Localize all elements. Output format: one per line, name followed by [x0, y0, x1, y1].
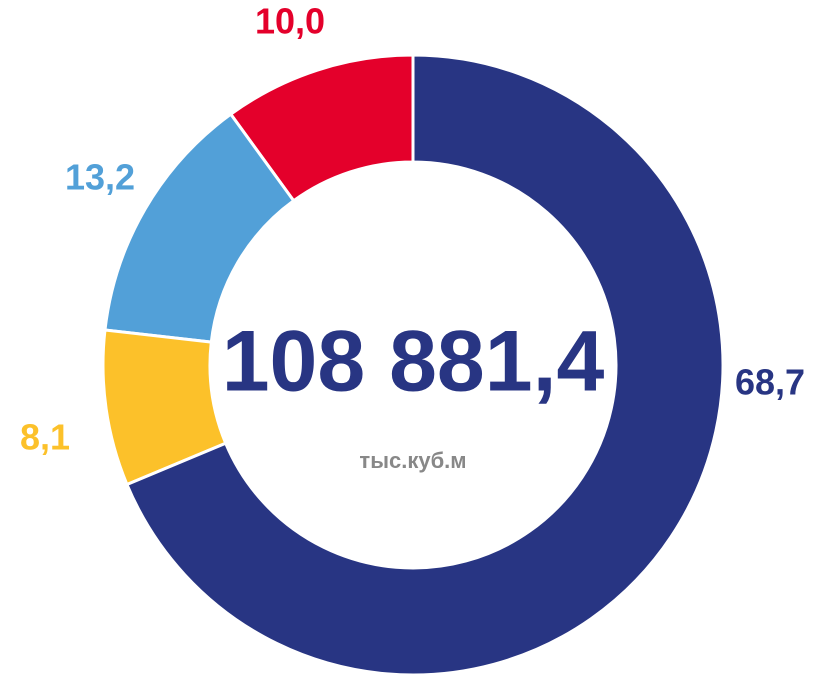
donut-segment	[101, 328, 228, 487]
value-label: 68,7	[735, 362, 805, 403]
center-subtitle: тыс.куб.м	[359, 448, 466, 473]
value-label: 13,2	[65, 157, 135, 198]
donut-segment	[125, 53, 725, 674]
value-label: 8,1	[20, 417, 70, 458]
donut-segment	[103, 112, 296, 344]
center-title: 108 881,4	[222, 314, 605, 410]
value-label: 10,0	[255, 1, 325, 42]
